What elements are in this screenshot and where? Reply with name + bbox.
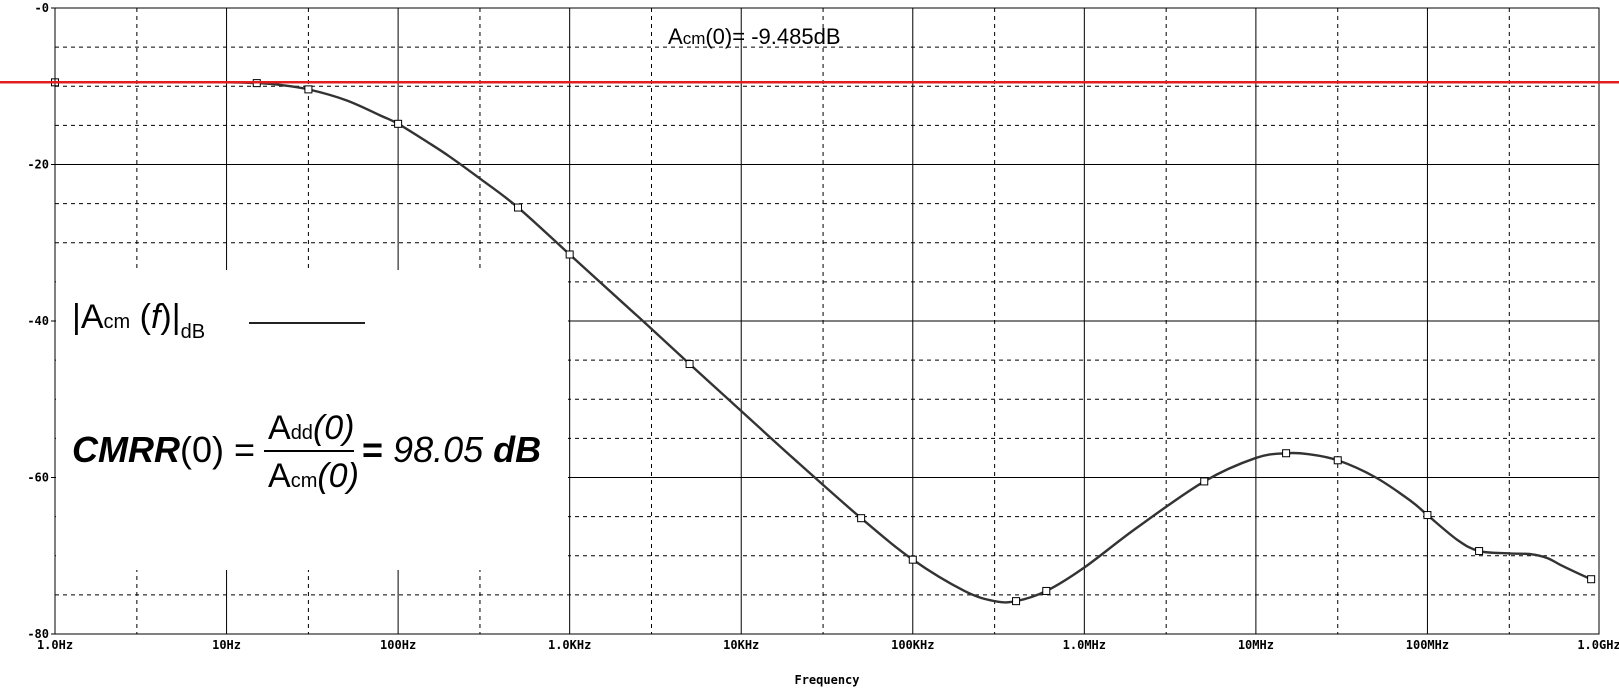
y-tick-label: -20 <box>27 158 49 172</box>
data-marker <box>685 360 694 369</box>
cmrr-denominator: Acm(0) <box>268 456 359 501</box>
x-tick-label: 100MHz <box>1406 638 1449 652</box>
acm0-sub: cm <box>683 29 706 48</box>
legend-mid: ( <box>130 298 151 336</box>
tick-labels: 1.0Hz 10Hz 100Hz 1.0KHz 10KHz 100KHz 1.0MHz 10M… <box>27 1 1619 652</box>
data-marker <box>565 250 574 259</box>
legend-box <box>56 270 568 570</box>
data-marker <box>514 203 523 212</box>
data-marker <box>1333 456 1342 465</box>
data-marker <box>1012 597 1021 606</box>
y-tick-label: -60 <box>27 471 49 485</box>
num-sub: dd <box>290 422 313 444</box>
cmrr-label: CMRR <box>72 429 180 470</box>
legend-close: )| <box>160 298 181 336</box>
den-a: A <box>268 457 291 495</box>
result-unit: dB <box>493 429 542 470</box>
data-marker <box>304 85 313 94</box>
series-group <box>51 78 1596 606</box>
x-axis-label: Frequency <box>794 673 859 687</box>
data-marker <box>394 119 403 128</box>
legend-bar-open: |A <box>72 298 104 336</box>
y-tick-label: -80 <box>27 627 49 641</box>
y-tick-label: -40 <box>27 314 49 328</box>
cmrr-numerator: Add(0) <box>268 408 355 453</box>
data-marker <box>908 555 917 564</box>
legend-f: f <box>150 298 161 336</box>
data-marker <box>1200 477 1209 486</box>
x-tick-label: 1.0GHz <box>1577 638 1619 652</box>
axes <box>51 7 1600 635</box>
acm0-annotation: Acm(0)= -9.485dB <box>668 24 841 49</box>
legend-sub2: dB <box>180 321 206 343</box>
num-a: A <box>268 409 291 447</box>
cmrr-arg: (0) = <box>179 429 256 470</box>
data-marker <box>1475 547 1484 556</box>
num-arg: (0) <box>312 409 355 447</box>
x-tick-label: 1.0KHz <box>548 638 591 652</box>
legend-entry: |Acm (f)|dB <box>72 297 206 343</box>
x-tick-label: 100Hz <box>380 638 416 652</box>
x-tick-label: 10KHz <box>723 638 759 652</box>
legend-line-sample <box>249 322 365 324</box>
data-marker <box>1042 586 1051 595</box>
result-eq: = <box>362 429 384 470</box>
data-marker <box>1423 511 1432 520</box>
x-tick-label: 10MHz <box>1238 638 1274 652</box>
den-arg: (0) <box>317 457 359 495</box>
den-sub: cm <box>290 470 318 492</box>
result-val: 98.05 <box>393 429 484 470</box>
acm0-prefix: A <box>668 24 683 49</box>
y-tick-label: -0 <box>35 1 49 15</box>
cmrr-result: = 98.05 dB <box>362 428 541 472</box>
x-tick-label: 1.0Hz <box>37 638 73 652</box>
x-tick-label: 10Hz <box>212 638 241 652</box>
series-line <box>54 81 1592 604</box>
fraction-bar <box>264 450 354 452</box>
x-tick-label: 100KHz <box>891 638 934 652</box>
x-tick-label: 1.0MHz <box>1063 638 1106 652</box>
cmrr-lhs: CMRR(0) = <box>72 428 255 472</box>
data-marker <box>1282 449 1291 458</box>
data-marker <box>857 514 866 523</box>
legend-sub: cm <box>103 311 131 333</box>
acm0-rest: (0)= -9.485dB <box>705 24 840 49</box>
data-marker <box>1587 575 1596 584</box>
